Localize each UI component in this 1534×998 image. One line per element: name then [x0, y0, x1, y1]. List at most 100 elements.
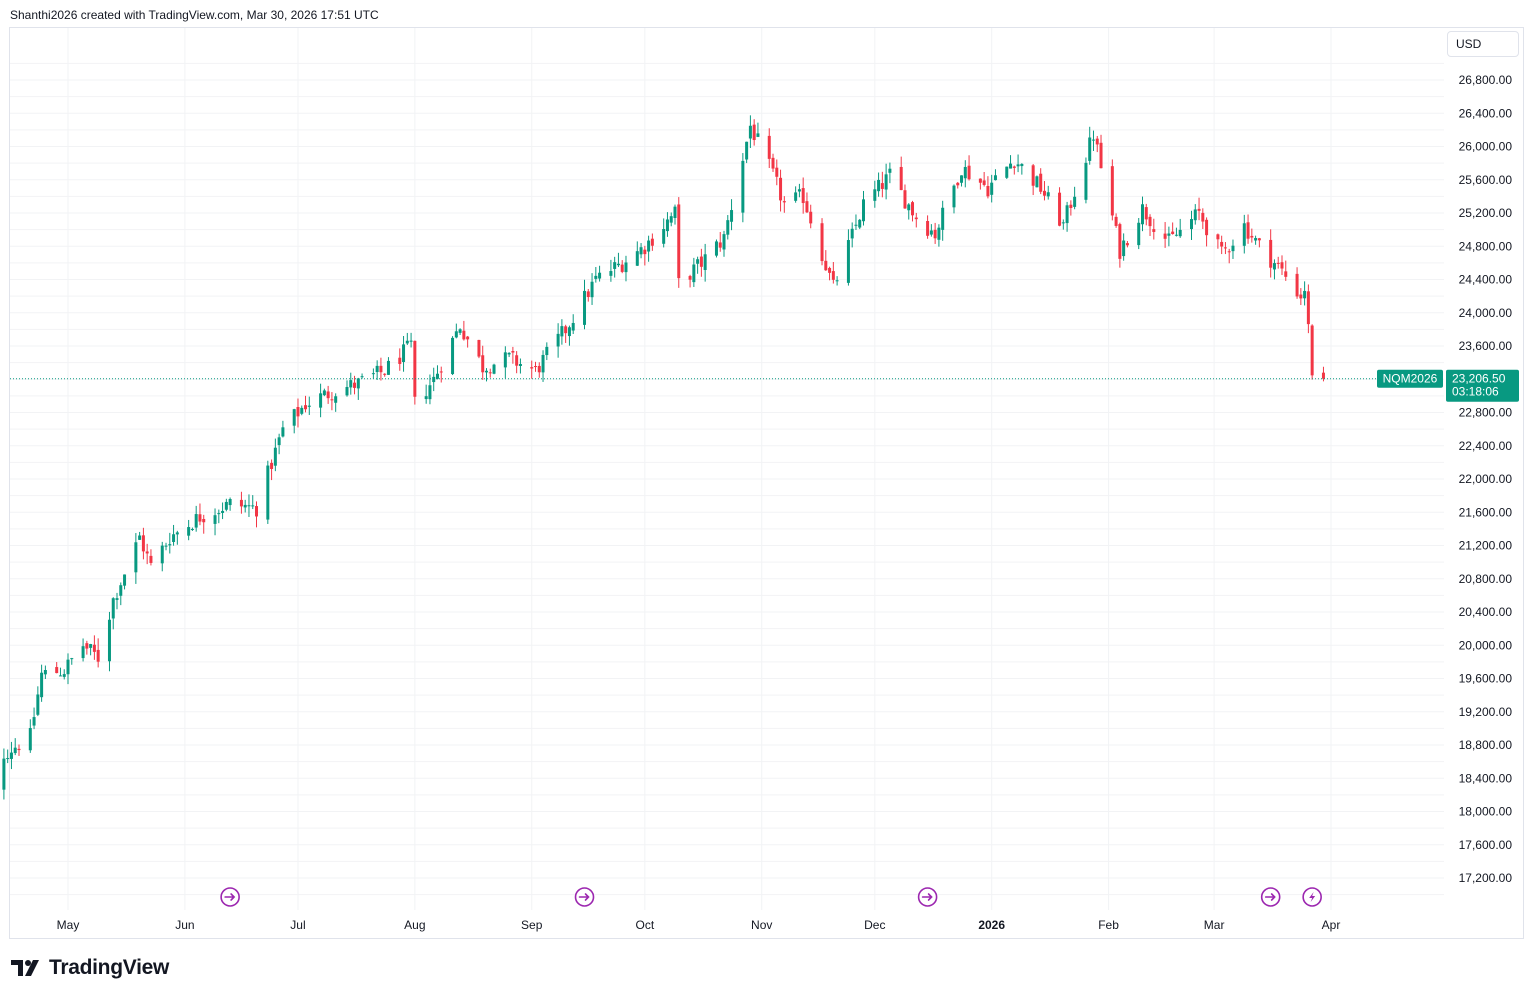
- candle: [481, 345, 485, 380]
- y-tick-label: 20,000.00: [1459, 638, 1513, 652]
- tradingview-logo[interactable]: TradingView: [11, 956, 169, 980]
- candle: [933, 222, 937, 244]
- candle-body: [846, 240, 850, 283]
- candle: [1190, 210, 1194, 241]
- candle-body: [1144, 207, 1148, 220]
- candle: [703, 243, 707, 282]
- candle: [1088, 126, 1092, 165]
- candle: [451, 336, 455, 376]
- candle-body: [386, 360, 390, 375]
- candle-body: [1227, 251, 1231, 253]
- lightning-icon[interactable]: [1302, 887, 1322, 907]
- candle: [677, 197, 681, 288]
- candle-body: [1254, 238, 1258, 241]
- candle: [929, 224, 933, 237]
- currency-button[interactable]: USD: [1447, 31, 1519, 57]
- candle-body: [375, 365, 379, 373]
- y-tick-label: 25,200.00: [1459, 206, 1513, 220]
- candle: [1046, 185, 1050, 200]
- candle-body: [266, 465, 270, 520]
- candle-body: [809, 211, 813, 224]
- candle-body: [907, 204, 911, 211]
- candle: [594, 267, 598, 283]
- candle-body: [462, 330, 466, 340]
- candle-body: [503, 352, 507, 368]
- candle: [1167, 226, 1171, 247]
- candle-body: [884, 174, 888, 190]
- candle: [669, 212, 673, 227]
- candle-body: [89, 644, 93, 648]
- candle: [858, 218, 862, 230]
- candle: [379, 357, 383, 381]
- candle: [1193, 204, 1197, 225]
- candle: [115, 592, 119, 610]
- candle-body: [718, 242, 722, 248]
- y-tick-label: 26,000.00: [1459, 140, 1513, 154]
- candle-body: [564, 326, 568, 334]
- candle: [1231, 239, 1235, 259]
- candle-body: [1140, 204, 1144, 225]
- candle-body: [828, 267, 832, 273]
- dividend-arrow-icon[interactable]: [574, 887, 595, 907]
- candle-body: [424, 396, 428, 400]
- y-tick-label: 26,800.00: [1459, 73, 1513, 87]
- dividend-arrow-icon[interactable]: [1260, 887, 1281, 907]
- candle-body: [854, 224, 858, 226]
- candle: [586, 288, 590, 302]
- candle: [398, 348, 402, 371]
- dividend-arrow-icon[interactable]: [917, 887, 938, 907]
- candle: [356, 377, 360, 400]
- candle: [518, 358, 522, 374]
- candle-body: [888, 168, 892, 173]
- candle-body: [937, 227, 941, 240]
- candle-body: [356, 378, 360, 389]
- chart-attribution: Shanthi2026 created with TradingView.com…: [10, 8, 379, 22]
- candle-body: [371, 373, 375, 375]
- candle: [941, 200, 945, 241]
- candle-body: [277, 437, 281, 446]
- candle: [360, 373, 364, 379]
- candle-body: [28, 728, 32, 751]
- candle: [349, 372, 353, 395]
- candle-body: [929, 230, 933, 235]
- candle: [692, 257, 696, 287]
- candle: [854, 214, 858, 231]
- candle: [43, 665, 47, 680]
- candle: [730, 199, 734, 231]
- candle-body: [877, 179, 881, 192]
- candle-body: [1163, 233, 1167, 239]
- candle-body: [1012, 166, 1016, 168]
- candle-body: [533, 366, 537, 368]
- candle: [1284, 260, 1288, 281]
- candle-body: [1178, 229, 1182, 237]
- candle: [221, 502, 225, 520]
- candle: [432, 367, 436, 392]
- candle-body: [1152, 229, 1156, 232]
- candle: [899, 156, 903, 191]
- x-axis-labels: May Jun Jul Aug Sep Oct Nov Dec 2026 Feb Mar Apr: [57, 918, 1341, 932]
- candle: [1031, 164, 1035, 196]
- candle-body: [1190, 219, 1194, 230]
- candle-body: [990, 182, 994, 195]
- candle-body: [613, 262, 617, 269]
- candle: [149, 549, 153, 566]
- candle: [466, 335, 470, 348]
- candle: [937, 224, 941, 247]
- x-tick-label: Mar: [1204, 918, 1225, 932]
- candle: [484, 368, 488, 382]
- candle: [217, 509, 221, 524]
- candle: [454, 323, 458, 339]
- candle-body: [123, 574, 127, 586]
- candle: [1091, 130, 1095, 151]
- dividend-arrow-icon[interactable]: [220, 887, 240, 907]
- candle-body: [556, 333, 560, 347]
- candle-body: [175, 532, 179, 535]
- y-tick-label: 24,800.00: [1459, 239, 1513, 253]
- candle-body: [1020, 163, 1024, 167]
- candle: [873, 180, 877, 208]
- candle-body: [726, 220, 730, 235]
- candle-body: [251, 505, 255, 507]
- candle-body: [782, 201, 786, 203]
- candle: [213, 508, 217, 536]
